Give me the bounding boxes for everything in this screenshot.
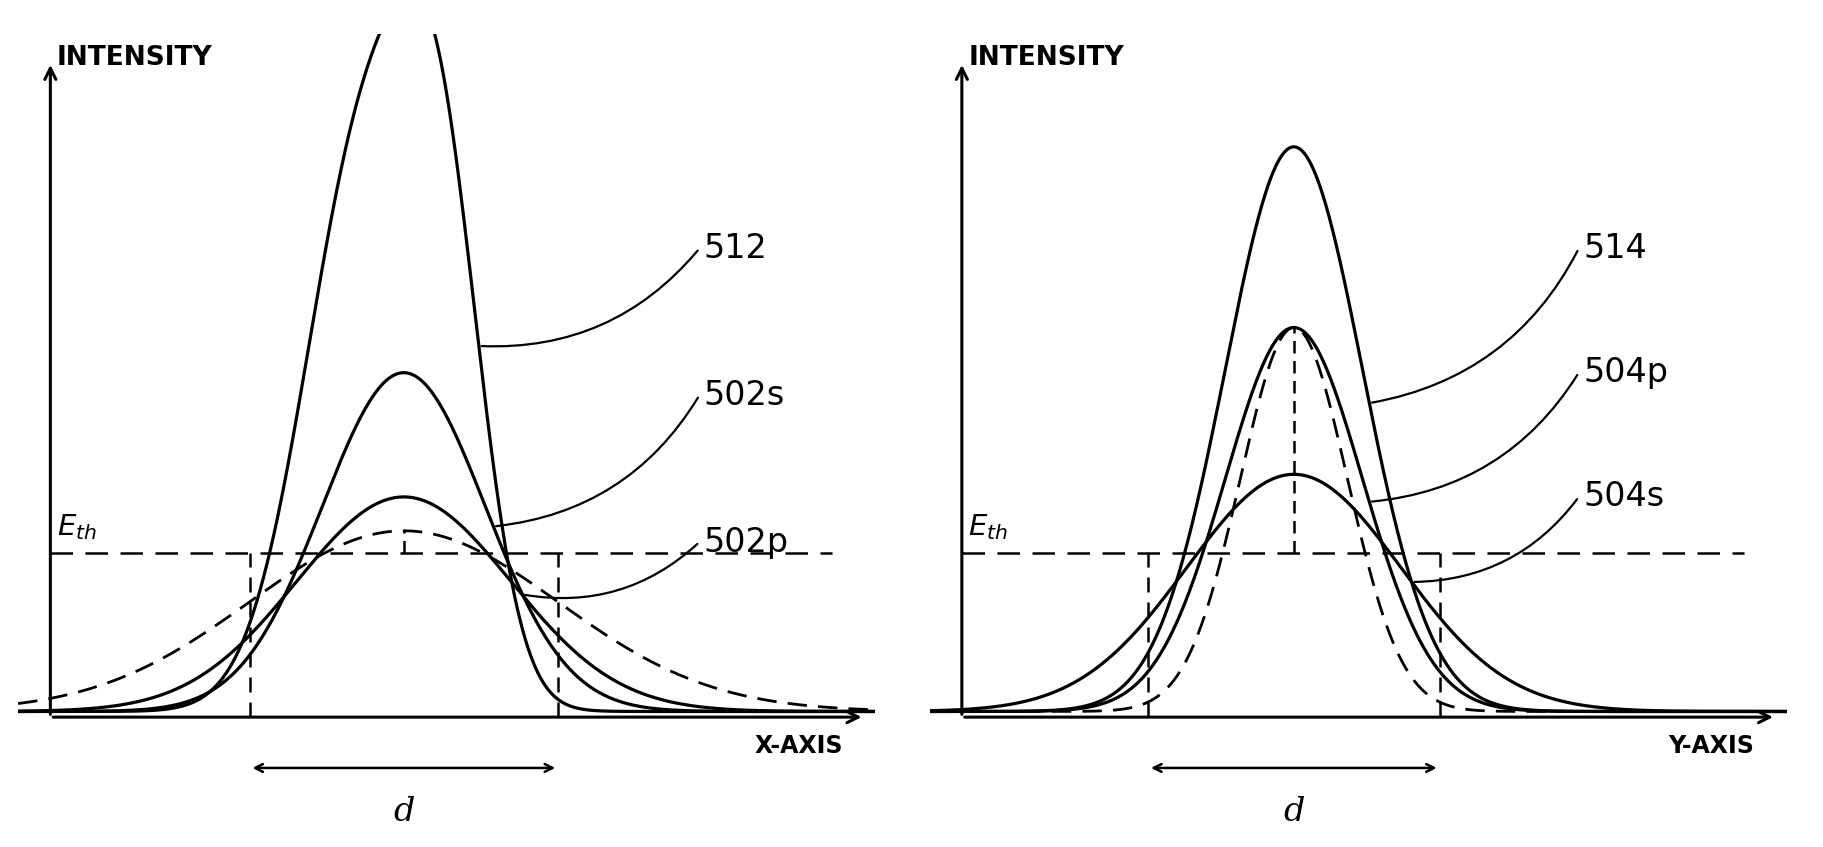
Text: d: d bbox=[394, 796, 414, 828]
Text: d: d bbox=[1283, 796, 1305, 828]
Text: 504p: 504p bbox=[1582, 357, 1668, 389]
Text: 502s: 502s bbox=[704, 379, 786, 412]
Text: 514: 514 bbox=[1582, 232, 1646, 265]
Text: 502p: 502p bbox=[704, 526, 789, 558]
Text: $E_{th}$: $E_{th}$ bbox=[968, 512, 1008, 542]
Text: 504s: 504s bbox=[1582, 480, 1664, 513]
Text: 512: 512 bbox=[704, 232, 767, 265]
Text: Y-AXIS: Y-AXIS bbox=[1668, 734, 1754, 758]
Text: INTENSITY: INTENSITY bbox=[57, 45, 213, 71]
Text: INTENSITY: INTENSITY bbox=[968, 45, 1125, 71]
Text: X-AXIS: X-AXIS bbox=[755, 734, 842, 758]
Text: $E_{th}$: $E_{th}$ bbox=[57, 512, 97, 542]
